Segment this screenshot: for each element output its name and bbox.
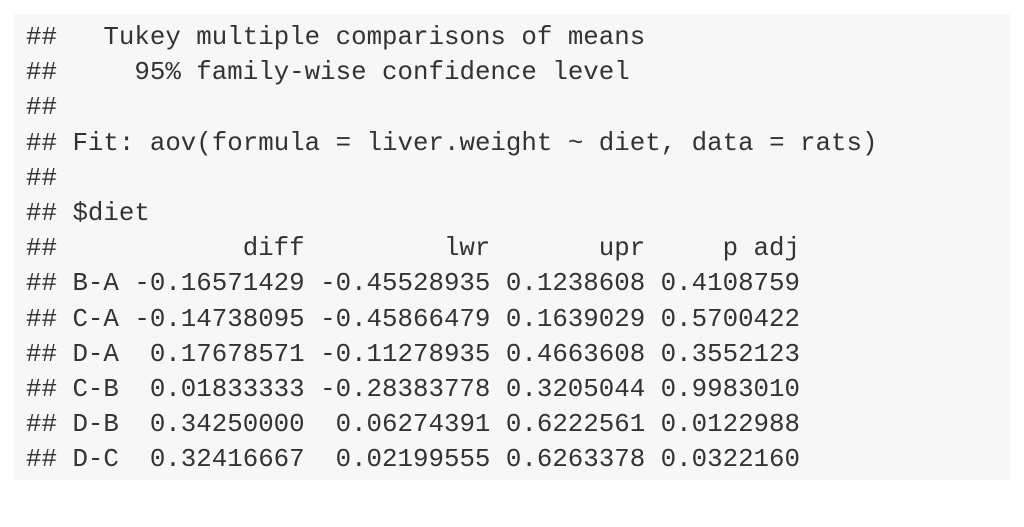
prefix: ## [26, 269, 57, 299]
row-label: C-A [72, 304, 119, 334]
column-header: p adj [722, 234, 800, 264]
cell-value: -0.11278935 [320, 339, 491, 369]
cell-value: -0.28383778 [320, 375, 491, 404]
cell-value: 0.4108759 [660, 269, 800, 299]
cell-value: 0.32416667 [149, 445, 305, 475]
row-label: D-A [72, 339, 119, 369]
cell-value: -0.14738095 [134, 304, 305, 334]
prefix: ## [26, 304, 57, 334]
row-label: D-C [72, 445, 119, 475]
table-row: ## D-C 0.32416667 0.02199555 0.6263378 0.0322… [26, 442, 800, 477]
output-line: ## [26, 163, 57, 193]
cell-value: 0.02199555 [335, 445, 491, 475]
row-label: D-B [72, 410, 119, 440]
cell-value: 0.6263378 [505, 445, 646, 475]
output-line: ## [26, 93, 57, 123]
cell-value: 0.0322160 [660, 445, 800, 475]
cell-value: -0.45528935 [320, 269, 491, 299]
row-label: C-B [72, 375, 119, 404]
output-line: ## Tukey multiple comparisons of means [26, 23, 646, 52]
cell-value: 0.9983010 [660, 375, 800, 404]
prefix: ## [26, 375, 57, 404]
cell-value: 0.17678571 [149, 339, 305, 369]
table-row: ## B-A -0.16571429 -0.45528935 0.1238608 0.41… [26, 266, 800, 301]
cell-value: 0.6222561 [505, 410, 646, 440]
table-row: ## C-A -0.14738095 -0.45866479 0.1639029 0.57… [26, 302, 800, 337]
cell-value: 0.5700422 [660, 304, 800, 334]
cell-value: 0.1238608 [505, 269, 646, 299]
output-panel: ## Tukey multiple comparisons of means ##… [14, 14, 1010, 480]
table-row: ## C-B 0.01833333 -0.28383778 0.3205044 0.998… [26, 372, 800, 407]
cell-value: 0.06274391 [335, 410, 491, 440]
row-label: B-A [72, 269, 119, 299]
table-row: ## D-B 0.34250000 0.06274391 0.6222561 0.0122… [26, 407, 800, 442]
table-header: ## diff lwr upr p adj [26, 231, 800, 266]
prefix: ## [26, 234, 57, 264]
cell-value: 0.3552123 [660, 339, 800, 369]
cell-value: 0.3205044 [505, 375, 646, 404]
column-header: lwr [443, 234, 491, 264]
output-line: ## 95% family-wise confidence level [26, 58, 630, 88]
column-header: upr [598, 234, 646, 264]
cell-value: 0.01833333 [149, 375, 305, 404]
cell-value: 0.1639029 [505, 304, 646, 334]
cell-value: -0.45866479 [320, 304, 491, 334]
column-header: diff [242, 234, 305, 264]
cell-value: -0.16571429 [134, 269, 305, 299]
prefix: ## [26, 445, 57, 475]
cell-value: 0.4663608 [505, 339, 646, 369]
cell-value: 0.0122988 [660, 410, 800, 440]
output-line: ## $diet [26, 199, 150, 228]
output-line: ## Fit: aov(formula = liver.weight ~ die… [26, 128, 878, 158]
prefix: ## [26, 339, 57, 369]
prefix: ## [26, 410, 57, 440]
cell-value: 0.34250000 [149, 410, 305, 440]
table-row: ## D-A 0.17678571 -0.11278935 0.4663608 0.355… [26, 337, 800, 372]
